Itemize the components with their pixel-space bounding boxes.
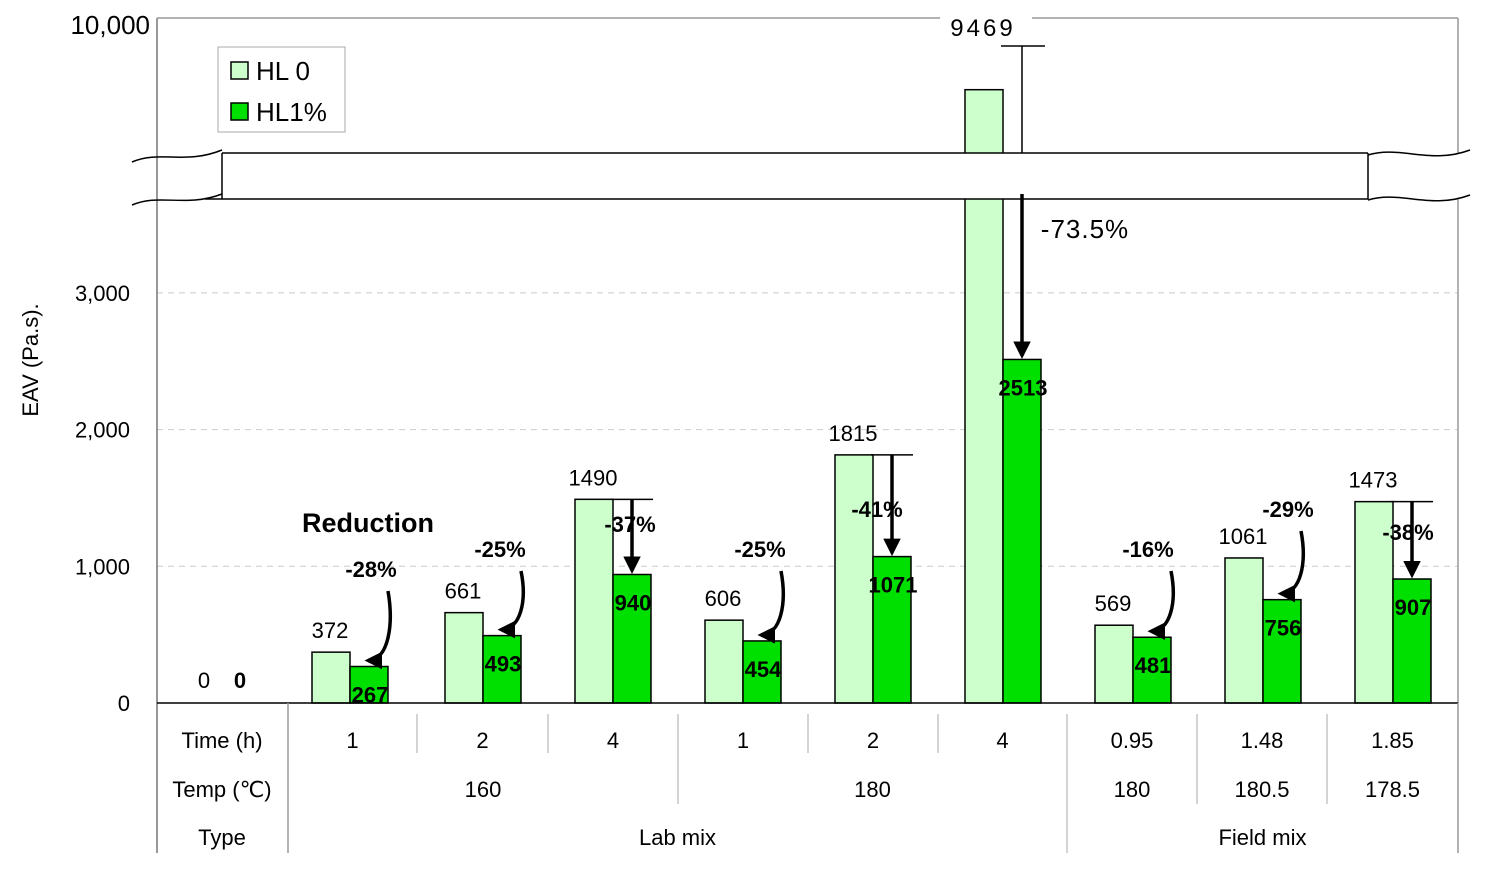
y-tick-label-top: 10,000 — [70, 10, 150, 40]
time-cell: 2 — [867, 728, 879, 753]
reduction-arrow — [1277, 530, 1305, 603]
temp-cell: 180 — [854, 777, 891, 802]
legend-label-hl1: HL1% — [256, 97, 327, 127]
time-cell: 1 — [346, 728, 358, 753]
bar-hl0 — [1224, 557, 1264, 704]
reduction-label: -38% — [1382, 520, 1433, 545]
data-label-hl0: 0 — [198, 668, 210, 693]
bar-hl1 — [1002, 358, 1042, 704]
data-label-hl1: 907 — [1395, 595, 1432, 620]
data-label-hl1: 756 — [1265, 616, 1302, 641]
data-label-hl0: 1490 — [569, 465, 618, 490]
reduction-label: -41% — [851, 497, 902, 522]
reduction-label: -28% — [345, 557, 396, 582]
row-header-temp: Temp (℃) — [172, 777, 271, 802]
reduction-arrow — [757, 570, 785, 644]
reduction-label: -25% — [474, 537, 525, 562]
time-cell: 1.48 — [1241, 728, 1284, 753]
bar-hl1 — [612, 573, 652, 704]
data-label-hl0: 661 — [445, 579, 482, 604]
bar-hl0 — [834, 454, 874, 704]
bar-hl1 — [742, 640, 782, 704]
reduction-arrow — [497, 570, 525, 639]
time-cell: 4 — [996, 728, 1008, 753]
data-label-hl0: 606 — [705, 586, 742, 611]
category-table: Time (h) Temp (℃) Type 1 2 4 1 2 4 0.95 1.48 1.85 16… — [157, 702, 1459, 853]
data-label-hl1: 267 — [352, 683, 389, 708]
gridlines — [157, 292, 1458, 567]
reduction-label: -29% — [1262, 497, 1313, 522]
reduction-arrow — [364, 590, 392, 670]
bar-hl1 — [872, 555, 912, 704]
y-axis-label: EAV (Pa.s). — [18, 303, 43, 416]
bars — [311, 88, 1432, 704]
data-label-hl0: 1061 — [1219, 524, 1268, 549]
bar-hl0 — [311, 651, 351, 704]
bar-hl0 — [444, 611, 484, 704]
axis-break — [131, 149, 1471, 206]
temp-cell: 160 — [465, 777, 502, 802]
axis-break-squiggle — [131, 149, 223, 163]
y-tick-label: 0 — [118, 691, 130, 716]
time-cell: 1 — [737, 728, 749, 753]
data-labels: 0 0 372 267 661 493 1490 940 606 454 1815 1071 9469 2… — [198, 15, 1431, 708]
type-cell: Lab mix — [639, 825, 716, 850]
bar-hl0 — [1094, 624, 1134, 704]
data-label-hl1: 493 — [485, 652, 522, 677]
time-cell: 0.95 — [1111, 728, 1154, 753]
y-tick-label: 1,000 — [75, 554, 130, 579]
bar-hl1 — [1392, 578, 1432, 704]
y-tick-label: 2,000 — [75, 418, 130, 443]
temp-cell: 178.5 — [1365, 777, 1420, 802]
bar-hl0 — [704, 619, 744, 704]
time-cell: 1.85 — [1371, 728, 1414, 753]
data-label-hl1: 0 — [234, 668, 246, 693]
time-cell: 4 — [607, 728, 619, 753]
data-label-hl1: 2513 — [999, 375, 1048, 400]
reduction-arrow — [1147, 570, 1175, 640]
row-header-time: Time (h) — [181, 728, 262, 753]
data-label-hl1: 481 — [1135, 653, 1172, 678]
data-label-hl0: 372 — [312, 618, 349, 643]
annotation-reduction: Reduction — [302, 508, 434, 538]
data-label-hl0: 1815 — [829, 421, 878, 446]
temp-cell: 180 — [1114, 777, 1151, 802]
legend-label-hl0: HL 0 — [256, 56, 310, 86]
time-cell: 2 — [476, 728, 488, 753]
data-label-hl1: 940 — [615, 591, 652, 616]
bar-hl1 — [349, 665, 389, 704]
data-label-hl0: 9469 — [950, 15, 1015, 42]
axis-break-squiggle — [1367, 149, 1471, 157]
legend-swatch-hl1 — [230, 102, 249, 121]
data-label-hl0: 569 — [1095, 591, 1132, 616]
reduction-label: -16% — [1122, 537, 1173, 562]
type-cell: Field mix — [1218, 825, 1306, 850]
legend: HL 0 HL1% — [217, 46, 346, 133]
reduction-arrows: -28% -25% -37% -25% -41% -73.5% -16% -29% -38% Re… — [302, 45, 1434, 670]
y-tick-label: 3,000 — [75, 281, 130, 306]
data-label-hl1: 454 — [745, 657, 782, 682]
axis-break-squiggle — [131, 193, 223, 206]
data-label-hl1: 1071 — [869, 573, 918, 598]
reduction-label: -37% — [604, 512, 655, 537]
data-label-hl0: 1473 — [1349, 468, 1398, 493]
temp-cell: 180.5 — [1234, 777, 1289, 802]
axes: 0 1,000 2,000 3,000 10,000 EAV (Pa.s). — [18, 10, 1471, 853]
reduction-label: -25% — [734, 537, 785, 562]
axis-break-squiggle — [1367, 194, 1471, 202]
legend-swatch-hl0 — [230, 61, 249, 80]
row-header-type: Type — [198, 825, 246, 850]
axis-break-band — [222, 153, 1368, 199]
reduction-label: -73.5% — [1041, 214, 1129, 244]
